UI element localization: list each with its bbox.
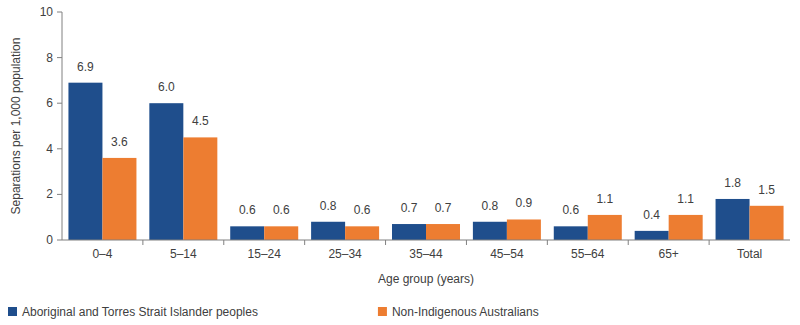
data-label: 0.9 [516,196,533,210]
data-label: 0.6 [239,203,256,217]
y-tick-label: 4 [46,142,53,156]
bar [264,226,298,240]
y-tick [57,12,62,13]
bar [635,231,669,240]
x-tick-label: 65+ [658,247,678,261]
bars [68,83,783,240]
bar [426,224,460,240]
data-label: 0.4 [643,208,660,222]
data-label: 0.8 [320,199,337,213]
data-label: 1.5 [758,183,775,197]
data-label: 0.6 [354,203,371,217]
y-tick [57,148,62,149]
x-axis-line [62,240,790,241]
data-label: 1.1 [677,192,694,206]
x-tick-label: 0–4 [92,247,112,261]
x-axis-title: Age group (years) [378,272,474,286]
x-tick [547,240,548,245]
bar [183,137,217,240]
data-labels: 6.9 6.0 0.6 0.8 0.7 0.8 0.6 0.4 1.8 3.6 4.5 0.6 0.6 0… [77,60,775,222]
bar [68,83,102,240]
y-tick [57,103,62,104]
x-tick [223,240,224,245]
bar [149,103,183,240]
data-label: 0.6 [562,203,579,217]
legend-label: Non-Indigenous Australians [392,305,539,319]
y-tick-label: 2 [46,187,53,201]
bar [669,215,703,240]
x-tick-label: 5–14 [170,247,197,261]
data-label: 6.9 [77,60,94,74]
x-tick-label: 25–34 [328,247,362,261]
bar [750,206,784,240]
bar [230,226,264,240]
y-tick-label: 10 [40,5,54,19]
legend-swatch [8,307,17,316]
x-tick [709,240,710,245]
x-tick [466,240,467,245]
x-tick-label: Total [737,247,762,261]
y-tick [57,194,62,195]
data-label: 1.8 [724,176,741,190]
data-label: 0.7 [435,201,452,215]
y-axis-line [62,12,63,240]
x-tick [628,240,629,245]
y-axis-title: Separations per 1,000 population [9,38,23,215]
y-tick-label: 6 [46,96,53,110]
x-tick [385,240,386,245]
data-label: 6.0 [158,80,175,94]
bar [102,158,136,240]
x-tick-label: 35–44 [409,247,443,261]
legend-label: Aboriginal and Torres Strait Islander pe… [22,305,258,319]
chart: 0 2 4 6 8 10 Separations per 1,000 population 6… [0,0,800,325]
x-tick-label: 55–64 [571,247,605,261]
y-tick-label: 8 [46,51,53,65]
x-tick [304,240,305,245]
bar [554,226,588,240]
bar [588,215,622,240]
legend-swatch [378,307,387,316]
data-label: 0.8 [482,199,499,213]
y-tick [57,57,62,58]
y-tick-label: 0 [46,233,53,247]
bar [507,219,541,240]
y-tick [57,240,62,241]
data-label: 3.6 [111,135,128,149]
x-tick [142,240,143,245]
data-label: 0.6 [273,203,290,217]
data-label: 1.1 [596,192,613,206]
bar [311,222,345,240]
data-label: 4.5 [192,114,209,128]
x-tick-label: 45–54 [490,247,524,261]
data-label: 0.7 [401,201,418,215]
bar [392,224,426,240]
bar [473,222,507,240]
x-tick-label: 15–24 [248,247,282,261]
bar [716,199,750,240]
bar [345,226,379,240]
